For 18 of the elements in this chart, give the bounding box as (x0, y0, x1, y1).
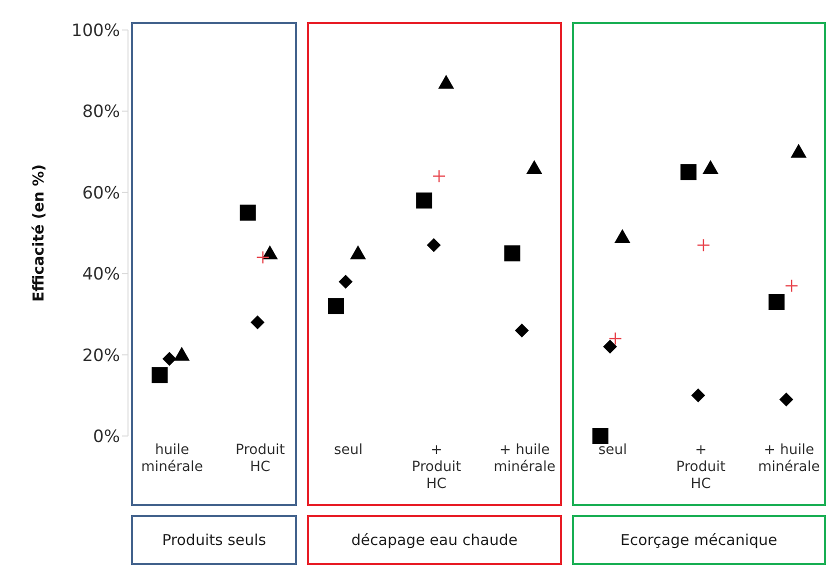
x-tick-label: seul (334, 442, 363, 458)
y-tick-label: 0% (93, 427, 120, 448)
x-tick-label: + Produit HC (412, 442, 462, 492)
y-tick-label: 40% (82, 264, 120, 285)
x-tick-label: + huile minérale (758, 442, 820, 475)
y-tick-label: 20% (82, 346, 120, 366)
y-axis-title: Efficacité (en %) (29, 164, 48, 302)
x-tick-label: + Produit HC (676, 442, 726, 492)
x-tick-label: seul (598, 442, 628, 458)
group-label-frame: Ecorçage mécanique (572, 515, 826, 565)
x-tick-label: + huile minérale (494, 442, 556, 475)
y-tick-label: 80% (82, 102, 120, 122)
x-tick-label: Produit HC (236, 442, 286, 475)
y-tick-label: 60% (82, 183, 120, 204)
group-label-frame: décapage eau chaude (307, 515, 562, 565)
group-label-frame: Produits seuls (131, 515, 298, 565)
x-tick-label: huile minérale (141, 442, 203, 475)
y-tick-label: 100% (71, 21, 120, 42)
